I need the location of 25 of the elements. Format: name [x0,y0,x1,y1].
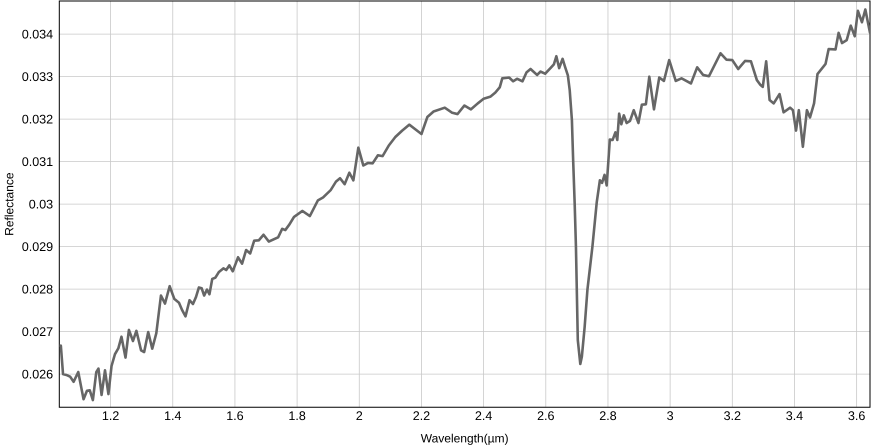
y-tick-label: 0.03 [29,200,53,209]
x-tick-label: 2.8 [600,411,616,420]
x-tick-label: 1.8 [289,411,306,420]
x-axis-title: Wavelength(µm) [420,434,508,445]
y-tick-label: 0.031 [22,157,52,166]
x-tick-label: 2.6 [538,411,554,420]
y-tick-label: 0.029 [22,242,53,252]
x-tick-label: 3.4 [786,411,803,420]
y-tick-label: 0.034 [22,30,53,39]
x-tick-label: 2 [356,411,362,420]
x-tick-label: 1.6 [227,411,244,420]
x-tick-label: 2.4 [476,411,492,420]
y-tick-label: 0.028 [22,284,53,294]
y-tick-label: 0.032 [22,114,52,124]
x-tick-label: 3.6 [848,411,865,420]
x-tick-label: 2.2 [413,411,430,420]
x-tick-label: 1.2 [102,411,119,420]
x-tick-label: 3 [667,411,674,420]
line-series [59,8,870,402]
y-tick-label: 0.027 [22,327,52,336]
y-tick-label: 0.033 [22,72,53,82]
x-tick-label: 3.2 [724,411,740,420]
y-axis-title: Reflectance [4,173,14,235]
y-tick-label: 0.026 [22,370,53,379]
x-tick-label: 1.4 [165,411,182,420]
